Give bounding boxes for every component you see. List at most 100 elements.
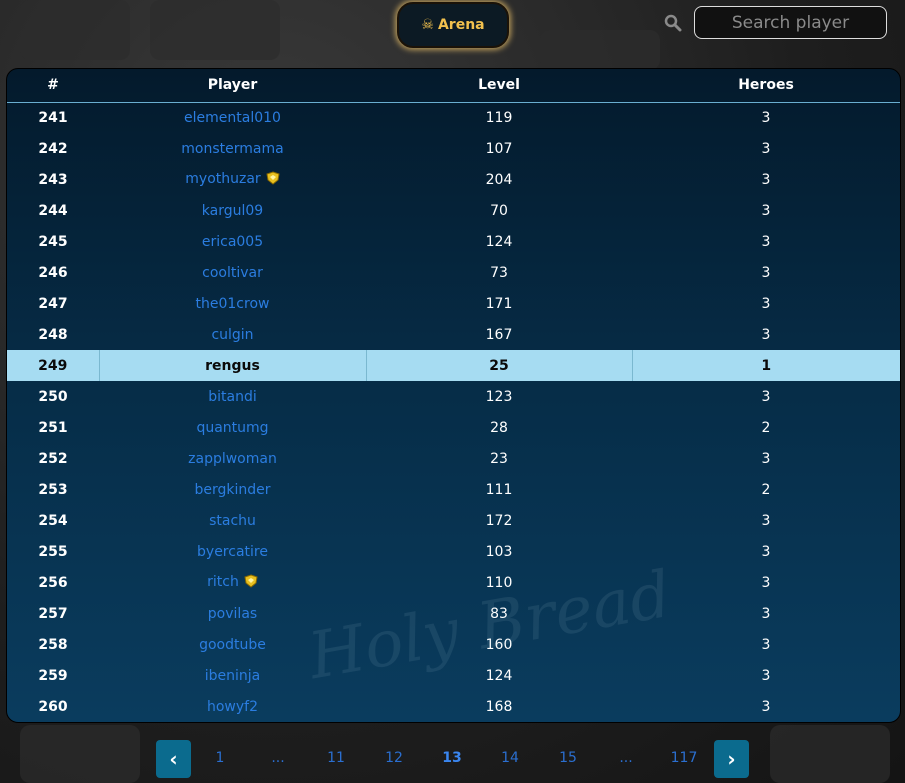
player-link[interactable]: bergkinder <box>99 474 366 505</box>
player-link[interactable]: goodtube <box>99 629 366 660</box>
player-link[interactable]: kargul09 <box>99 195 366 226</box>
page-1[interactable]: 1 <box>215 750 225 766</box>
player-link[interactable]: howyf2 <box>99 691 366 722</box>
player-link[interactable]: quantumg <box>99 412 366 443</box>
prev-page-button[interactable]: ‹ <box>156 740 191 778</box>
heroes-cell: 3 <box>761 698 771 715</box>
table-row: 258 goodtube 160 3 <box>7 629 900 660</box>
player-link[interactable]: rengus <box>98 350 366 381</box>
rank-cell: 246 <box>38 264 68 281</box>
table-row: 253 bergkinder 111 2 <box>7 474 900 505</box>
player-link[interactable]: monstermama <box>99 133 366 164</box>
table-row: 248 culgin 167 3 <box>7 319 900 350</box>
rank-cell: 252 <box>38 450 68 467</box>
level-cell: 111 <box>485 481 513 498</box>
heroes-cell: 3 <box>761 264 771 281</box>
rank-cell: 244 <box>38 202 68 219</box>
player-name[interactable]: goodtube <box>199 636 266 653</box>
level-cell: 160 <box>485 636 513 653</box>
level-cell: 23 <box>490 450 508 467</box>
arena-label: Arena <box>437 17 485 33</box>
player-link[interactable]: zapplwoman <box>99 443 366 474</box>
page-11[interactable]: 11 <box>327 750 345 766</box>
player-name[interactable]: monstermama <box>181 140 284 157</box>
heroes-cell: 3 <box>761 574 771 591</box>
table-row: 250 bitandi 123 3 <box>7 381 900 412</box>
heroes-cell: 3 <box>761 233 771 250</box>
player-name[interactable]: quantumg <box>196 419 269 436</box>
rank-cell: 241 <box>38 109 68 126</box>
page-15[interactable]: 15 <box>559 750 577 766</box>
player-name[interactable]: bitandi <box>208 388 257 405</box>
rank-cell: 242 <box>38 140 68 157</box>
level-cell: 103 <box>485 543 513 560</box>
heroes-cell: 3 <box>761 202 771 219</box>
page-117[interactable]: 117 <box>670 750 698 766</box>
player-name[interactable]: ibeninja <box>204 667 261 684</box>
chevron-right-icon: › <box>727 747 736 771</box>
player-name[interactable]: ritch <box>207 573 239 590</box>
player-name[interactable]: myothuzar <box>185 170 261 187</box>
player-name[interactable]: rengus <box>205 357 260 374</box>
table-row: 251 quantumg 28 2 <box>7 412 900 443</box>
player-link[interactable]: ritch <box>99 567 366 598</box>
table-row: 246 cooltivar 73 3 <box>7 257 900 288</box>
player-link[interactable]: culgin <box>99 319 366 350</box>
column-header-rank: # <box>7 69 99 103</box>
rank-cell: 254 <box>38 512 68 529</box>
search-player-input[interactable] <box>694 6 887 39</box>
player-name[interactable]: elemental010 <box>184 109 281 126</box>
table-row: 244 kargul09 70 3 <box>7 195 900 226</box>
player-link[interactable]: the01crow <box>99 288 366 319</box>
search-icon[interactable] <box>664 14 682 32</box>
rank-cell: 248 <box>38 326 68 343</box>
rank-cell: 260 <box>38 698 68 715</box>
player-name[interactable]: erica005 <box>201 233 264 250</box>
rank-cell: 247 <box>38 295 68 312</box>
heroes-cell: 3 <box>761 109 771 126</box>
rank-cell: 250 <box>38 388 68 405</box>
page-14[interactable]: 14 <box>501 750 519 766</box>
player-link[interactable]: stachu <box>99 505 366 536</box>
table-row: 255 byercatire 103 3 <box>7 536 900 567</box>
page-13[interactable]: 13 <box>442 750 462 766</box>
player-link[interactable]: cooltivar <box>99 257 366 288</box>
table-row: 242 monstermama 107 3 <box>7 133 900 164</box>
heroes-cell: 3 <box>761 140 771 157</box>
rank-cell: 255 <box>38 543 68 560</box>
level-cell: 25 <box>365 350 632 381</box>
player-name[interactable]: povilas <box>207 605 258 622</box>
player-link[interactable]: povilas <box>99 598 366 629</box>
level-cell: 168 <box>485 698 513 715</box>
player-name[interactable]: stachu <box>209 512 256 529</box>
level-cell: 70 <box>490 202 508 219</box>
player-link[interactable]: byercatire <box>99 536 366 567</box>
arena-button[interactable]: ☠ Arena <box>397 2 509 48</box>
player-link[interactable]: ibeninja <box>99 660 366 691</box>
rank-cell: 253 <box>38 481 68 498</box>
column-header-player: Player <box>99 69 366 103</box>
heroes-cell: 3 <box>761 450 771 467</box>
shield-badge-icon <box>266 170 280 189</box>
player-name[interactable]: zapplwoman <box>188 450 277 467</box>
player-link[interactable]: myothuzar <box>99 164 366 195</box>
table-row: 256 ritch 110 3 <box>7 567 900 598</box>
player-name[interactable]: culgin <box>211 326 254 343</box>
page-12[interactable]: 12 <box>385 750 403 766</box>
player-link[interactable]: erica005 <box>99 226 366 257</box>
player-name[interactable]: howyf2 <box>206 698 258 715</box>
column-header-heroes: Heroes <box>632 69 900 103</box>
rank-cell: 258 <box>38 636 68 653</box>
player-link[interactable]: bitandi <box>99 381 366 412</box>
player-name[interactable]: cooltivar <box>202 264 263 281</box>
level-cell: 204 <box>485 171 513 188</box>
rank-cell: 249 <box>7 350 99 381</box>
player-name[interactable]: the01crow <box>195 295 270 312</box>
player-name[interactable]: bergkinder <box>194 481 271 498</box>
player-name[interactable]: kargul09 <box>201 202 264 219</box>
pagination: ‹ 1... 11 12 13 14 15... 117 › <box>0 740 905 778</box>
player-name[interactable]: byercatire <box>197 543 268 560</box>
next-page-button[interactable]: › <box>714 740 749 778</box>
level-cell: 73 <box>490 264 508 281</box>
player-link[interactable]: elemental010 <box>99 102 366 133</box>
